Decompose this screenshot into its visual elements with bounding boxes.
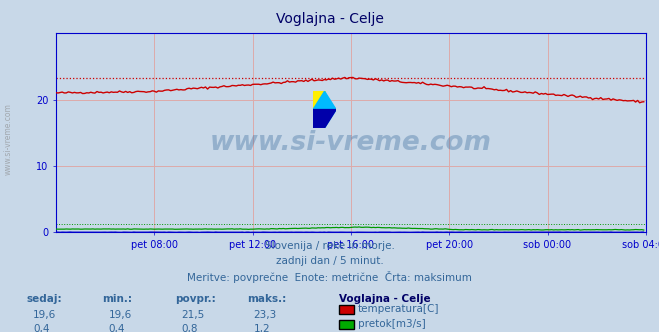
Text: 0,4: 0,4 — [33, 324, 49, 332]
Text: min.:: min.: — [102, 294, 132, 304]
Polygon shape — [313, 91, 325, 110]
Text: Voglajna - Celje: Voglajna - Celje — [275, 12, 384, 26]
Text: 19,6: 19,6 — [33, 310, 56, 320]
Text: 1,2: 1,2 — [254, 324, 270, 332]
Text: zadnji dan / 5 minut.: zadnji dan / 5 minut. — [275, 256, 384, 266]
Text: Voglajna - Celje: Voglajna - Celje — [339, 294, 431, 304]
Text: www.si-vreme.com: www.si-vreme.com — [3, 104, 13, 175]
Text: temperatura[C]: temperatura[C] — [358, 304, 440, 314]
Text: maks.:: maks.: — [247, 294, 287, 304]
Text: pretok[m3/s]: pretok[m3/s] — [358, 319, 426, 329]
Text: 19,6: 19,6 — [109, 310, 132, 320]
Text: Slovenija / reke in morje.: Slovenija / reke in morje. — [264, 241, 395, 251]
Text: 21,5: 21,5 — [181, 310, 204, 320]
Text: www.si-vreme.com: www.si-vreme.com — [210, 130, 492, 156]
Text: 23,3: 23,3 — [254, 310, 277, 320]
Text: 0,4: 0,4 — [109, 324, 125, 332]
Text: 0,8: 0,8 — [181, 324, 198, 332]
Polygon shape — [313, 110, 336, 128]
Text: Meritve: povprečne  Enote: metrične  Črta: maksimum: Meritve: povprečne Enote: metrične Črta:… — [187, 271, 472, 283]
Text: povpr.:: povpr.: — [175, 294, 215, 304]
Text: sedaj:: sedaj: — [26, 294, 62, 304]
Polygon shape — [313, 91, 336, 128]
